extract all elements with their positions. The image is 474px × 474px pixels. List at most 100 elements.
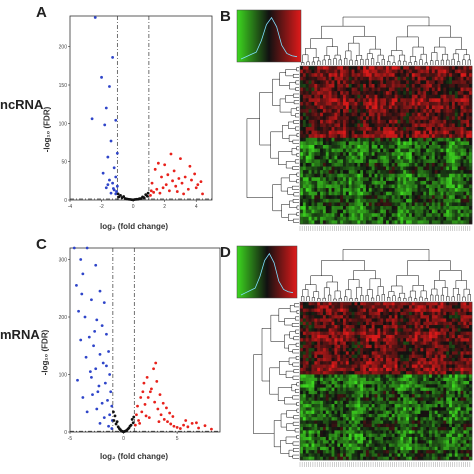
heatmap-cell xyxy=(411,216,415,221)
heatmap-cell xyxy=(314,91,318,96)
heatmap-cell xyxy=(317,220,321,225)
heatmap-cell xyxy=(426,73,430,78)
heatmap-cell xyxy=(454,87,458,92)
heatmap-cell xyxy=(357,177,361,182)
heatmap-cell xyxy=(460,321,464,326)
heatmap-cell xyxy=(403,334,407,339)
heatmap-cell xyxy=(340,116,344,121)
heatmap-cell xyxy=(340,127,344,131)
heatmap-cell xyxy=(334,331,338,336)
heatmap-cell xyxy=(371,116,375,121)
heatmap-cell xyxy=(365,159,370,164)
column-dendrogram-branch xyxy=(344,296,348,301)
heatmap-cell xyxy=(408,364,413,369)
heatmap-cell xyxy=(420,105,424,110)
heatmap-cell xyxy=(317,302,321,306)
heatmap-cell xyxy=(334,374,338,379)
heatmap-cell xyxy=(368,331,372,336)
heatmap-cell xyxy=(354,73,358,78)
heatmap-cell xyxy=(403,206,407,210)
heatmap-cell xyxy=(469,166,473,171)
heatmap-cell xyxy=(414,166,418,171)
heatmap-cell xyxy=(454,98,458,103)
heatmap-cell xyxy=(340,162,344,167)
heatmap-cell xyxy=(368,387,372,392)
heatmap-cell xyxy=(354,80,358,85)
heatmap-cell xyxy=(302,302,307,306)
heatmap-cell xyxy=(377,206,381,210)
heatmap-cell xyxy=(457,137,461,142)
heatmap-cell xyxy=(337,390,341,395)
heatmap-cell xyxy=(365,371,370,375)
heatmap-cell xyxy=(466,338,470,342)
heatmap-cell xyxy=(388,374,393,379)
heatmap-cell xyxy=(391,305,395,309)
data-point-down xyxy=(115,190,118,193)
heatmap-cell xyxy=(411,91,415,96)
column-dendrogram-branch xyxy=(354,298,359,301)
heatmap-cell xyxy=(437,198,441,203)
heatmap-cell xyxy=(426,112,430,117)
heatmap-cell xyxy=(463,377,467,382)
data-point-down xyxy=(79,258,83,261)
heatmap-cell xyxy=(403,130,407,135)
heatmap-cell xyxy=(368,384,372,388)
heatmap-cell xyxy=(322,148,327,153)
heatmap-cell xyxy=(394,334,398,339)
heatmap-cell xyxy=(368,220,372,225)
heatmap-cell xyxy=(386,105,390,110)
data-point-up xyxy=(148,390,152,394)
heatmap-cell xyxy=(334,119,338,124)
heatmap-cell xyxy=(437,338,441,342)
heatmap-cell xyxy=(446,302,450,306)
heatmap-cell xyxy=(331,315,335,319)
heatmap-cell xyxy=(400,213,404,218)
heatmap-cell xyxy=(434,394,438,398)
heatmap-cell xyxy=(449,202,453,207)
heatmap-cell xyxy=(311,134,315,139)
heatmap-cell xyxy=(388,354,393,359)
heatmap-cell xyxy=(437,170,441,175)
heatmap-cell xyxy=(308,119,312,124)
heatmap-cell xyxy=(317,377,321,382)
heatmap-cell xyxy=(322,338,327,342)
heatmap-cell xyxy=(311,387,315,392)
heatmap-cell xyxy=(431,371,436,375)
heatmap-cell xyxy=(334,377,338,382)
heatmap-cell xyxy=(443,344,447,349)
heatmap-cell xyxy=(374,87,378,92)
heatmap-cell xyxy=(357,202,361,207)
heatmap-cell xyxy=(460,177,464,182)
heatmap-cell xyxy=(343,374,347,379)
heatmap-cell xyxy=(446,159,450,164)
heatmap-cell xyxy=(328,91,332,96)
heatmap-cell xyxy=(331,173,335,178)
heatmap-cell xyxy=(351,318,355,323)
heatmap-cell xyxy=(426,311,430,316)
heatmap-cell xyxy=(360,354,364,359)
heatmap-cell xyxy=(345,191,350,196)
heatmap-cell xyxy=(317,387,321,392)
heatmap-cell xyxy=(302,198,307,203)
heatmap-cell xyxy=(374,374,378,379)
heatmap-cell xyxy=(466,73,470,78)
heatmap-cell xyxy=(391,166,395,171)
heatmap-cell xyxy=(380,83,384,88)
heatmap-cell xyxy=(414,87,418,92)
heatmap-cell xyxy=(386,152,390,157)
heatmap-cell xyxy=(331,394,335,398)
column-dendrogram-branch xyxy=(396,275,419,286)
heatmap-cell xyxy=(457,318,461,323)
heatmap-cell xyxy=(357,148,361,153)
heatmap-cell xyxy=(334,315,338,319)
heatmap-cell xyxy=(360,195,364,200)
heatmap-cell xyxy=(371,308,375,313)
heatmap-cell xyxy=(351,374,355,379)
column-dendrogram-branch xyxy=(345,50,352,61)
heatmap-cell xyxy=(308,387,312,392)
heatmap-cell xyxy=(371,348,375,352)
heatmap-cell xyxy=(388,308,393,313)
data-point-up xyxy=(171,179,174,183)
heatmap-cell xyxy=(406,101,410,106)
heatmap-cell xyxy=(302,83,307,88)
